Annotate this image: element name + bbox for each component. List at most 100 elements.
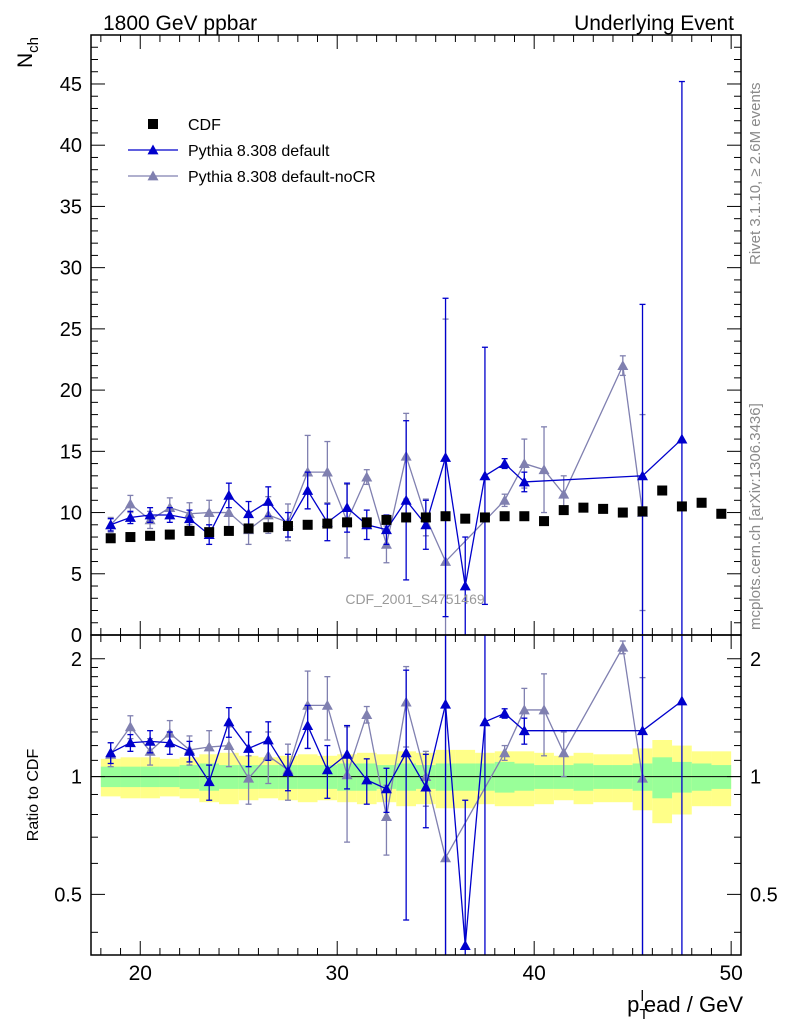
y-tick-label: 15 <box>60 441 82 463</box>
noCR-point <box>518 458 530 468</box>
ratio-noCR-point <box>243 772 255 783</box>
ratio-default-line <box>110 700 683 946</box>
default-point <box>105 519 117 530</box>
default-point <box>499 458 511 468</box>
cdf-point <box>125 532 136 543</box>
ratio-y-tick-label: 0.5 <box>54 884 82 906</box>
cdf-point <box>676 501 687 512</box>
ratio-noCR-point <box>538 704 550 715</box>
legend-label: Pythia 8.308 default-noCR <box>188 169 376 186</box>
cdf-point <box>401 512 412 523</box>
ratio-default-point <box>440 698 452 709</box>
main-panel: 0 5 10 15 20 25 30 35 40 45 Nch CDF_2001_S4751469 CD… <box>14 34 742 647</box>
ratio-noCR-point <box>380 811 392 822</box>
x-tick-label: 40 <box>523 962 546 985</box>
noCR-point <box>558 488 570 499</box>
default-point <box>459 580 471 591</box>
cdf-point <box>479 512 490 523</box>
default-point <box>124 511 136 522</box>
legend-label: Pythia 8.308 default <box>188 143 330 160</box>
ratio-default-point <box>479 716 491 727</box>
cdf-point <box>381 514 392 525</box>
ratio-default-point <box>164 737 176 748</box>
default-point <box>518 476 530 487</box>
cdf-point <box>145 530 156 541</box>
ratio-default-point <box>400 747 412 758</box>
default-point <box>380 524 392 535</box>
cdf-point <box>184 525 195 536</box>
default-point <box>440 451 452 462</box>
noCR-point <box>361 471 373 482</box>
ratio-noCR-point <box>558 747 570 758</box>
ratio-default-point <box>223 716 235 727</box>
band-inner <box>455 763 476 791</box>
ratio-default-point <box>203 776 215 787</box>
cdf-point <box>716 508 727 519</box>
ratio-default-point <box>518 725 530 736</box>
cdf-point <box>440 511 451 522</box>
cdf-point <box>558 505 569 516</box>
x-tick-label: 30 <box>326 962 349 985</box>
cdf-point <box>539 516 550 527</box>
default-point <box>262 496 274 506</box>
rivet-label: Rivet 3.1.10, ≥ 2.6M events <box>747 83 764 266</box>
cdf-point <box>243 523 254 534</box>
ratio-default-point <box>243 742 255 753</box>
default-point <box>400 494 412 505</box>
default-point <box>223 489 235 500</box>
noCR-point <box>203 507 215 517</box>
y-tick-label: 40 <box>60 135 82 157</box>
noCR-point <box>617 360 629 371</box>
default-point <box>243 508 255 519</box>
ratio-y-tick-label: 1 <box>71 767 82 789</box>
y-tick-label: 35 <box>60 196 82 218</box>
legend-marker <box>147 170 159 181</box>
default-point <box>479 470 491 481</box>
ratio-panel: 20 30 40 50 0.5 0.5 1 1 2 2 Ratio to CDF pTlead / G… <box>25 634 778 1023</box>
ratio-axis-label: Ratio to CDF <box>25 749 42 842</box>
default-point <box>676 433 688 444</box>
noCR-point <box>124 498 136 509</box>
ratio-noCR-point <box>203 741 215 752</box>
cdf-point <box>302 519 313 530</box>
default-point <box>144 509 156 520</box>
band-inner <box>514 763 535 791</box>
band-inner <box>573 763 594 791</box>
cdf-point <box>578 502 589 513</box>
ratio-default-point <box>499 707 511 718</box>
ratio-default-point <box>459 940 471 950</box>
ratio-y-tick-label-right: 2 <box>750 649 761 671</box>
ratio-default-point <box>105 747 117 758</box>
y-tick-label: 0 <box>71 625 82 647</box>
ratio-default-point <box>341 748 353 759</box>
default-point <box>183 513 195 524</box>
noCR-point <box>223 507 235 517</box>
header-left: 1800 GeV ppbar <box>103 12 257 35</box>
cdf-point <box>164 529 175 540</box>
header-right: Underlying Event <box>574 12 734 35</box>
x-axis-label: pTlead / GeV <box>627 988 743 1023</box>
cdf-point <box>361 517 372 528</box>
y-tick-label: 45 <box>60 74 82 96</box>
ratio-noCR-point <box>361 709 373 719</box>
default-point <box>164 509 176 520</box>
ratio-default-point <box>321 764 333 775</box>
default-point <box>341 502 353 513</box>
legend-marker <box>147 144 159 155</box>
cdf-point <box>460 513 471 524</box>
legend-cdf-label: CDF <box>188 117 221 134</box>
cdf-point <box>105 533 116 544</box>
cdf-point <box>657 485 668 496</box>
x-tick-label: 50 <box>719 962 742 985</box>
cdf-point <box>499 511 510 522</box>
ratio-noCR-point <box>124 721 136 732</box>
ratio-default-point <box>124 737 136 748</box>
cdf-point <box>696 497 707 508</box>
cdf-point <box>617 507 628 518</box>
y-tick-label: 25 <box>60 319 82 341</box>
ratio-default-point <box>380 783 392 794</box>
ratio-noCR-point <box>518 704 530 715</box>
default-point <box>302 485 314 495</box>
default-point <box>637 470 649 481</box>
